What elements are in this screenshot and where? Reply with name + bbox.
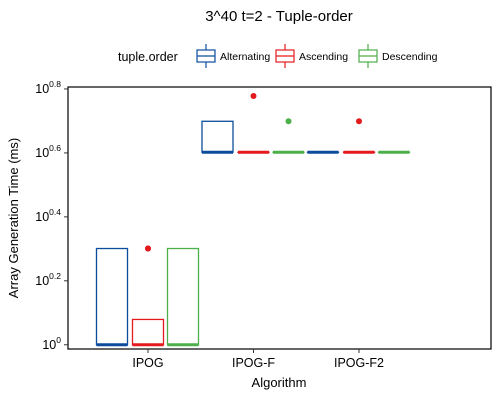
outlier-point: [356, 118, 362, 125]
box-body: [131, 318, 165, 346]
outlier-point: [250, 92, 257, 99]
y-axis: 100 100.2 100.4 100.6 100.8: [35, 79, 68, 352]
box-ascending-ipog-f: [237, 92, 270, 154]
x-tick-label: IPOG-F: [232, 356, 275, 370]
boxes-layer: [95, 92, 411, 347]
y-tick-exponent: 0.6: [49, 143, 61, 153]
box-descending-ipog: [166, 247, 200, 347]
plot-panel: [67, 86, 492, 350]
y-tick-label: 100.4: [35, 207, 61, 224]
legend-title: tuple.order: [118, 50, 178, 64]
y-tick-label: 100.8: [35, 79, 61, 96]
y-tick-label: 100.2: [35, 271, 61, 288]
legend-item-descending: Descending: [358, 44, 438, 68]
x-axis: IPOG IPOG-F IPOG-F2: [132, 349, 384, 370]
x-tick-label: IPOG: [132, 356, 163, 370]
legend-item-alternating: Alternating: [196, 44, 270, 68]
y-tick-exponent: 0.8: [49, 79, 61, 89]
outlier-point: [145, 245, 151, 252]
legend-item-ascending: Ascending: [275, 44, 348, 68]
box-alternating-ipog-f: [201, 120, 234, 154]
box-alternating-ipog: [95, 247, 129, 347]
legend-label: Alternating: [220, 51, 270, 63]
x-tick-label: IPOG-F2: [334, 356, 384, 370]
box-ascending-ipog-f2: [342, 118, 376, 154]
y-tick-label: 100.6: [35, 143, 61, 160]
y-tick-exponent: 0.2: [49, 271, 61, 281]
legend-label: Descending: [382, 51, 438, 63]
box-descending-ipog-f: [272, 118, 305, 154]
box-body: [166, 247, 200, 346]
x-axis-title: Algorithm: [252, 375, 307, 390]
outlier-point: [285, 118, 292, 125]
y-tick-label: 100: [42, 335, 61, 352]
y-tick-exponent: 0: [56, 335, 61, 345]
box-body: [201, 120, 234, 153]
legend: tuple.order Alternating Ascending Descendi…: [118, 44, 438, 68]
box-body: [95, 247, 129, 346]
box-ascending-ipog: [131, 245, 165, 347]
legend-label: Ascending: [299, 51, 348, 63]
chart-title: 3^40 t=2 - Tuple-order: [205, 8, 353, 25]
y-axis-title: Array Generation Time (ms): [6, 138, 21, 298]
y-tick-exponent: 0.4: [49, 207, 61, 217]
